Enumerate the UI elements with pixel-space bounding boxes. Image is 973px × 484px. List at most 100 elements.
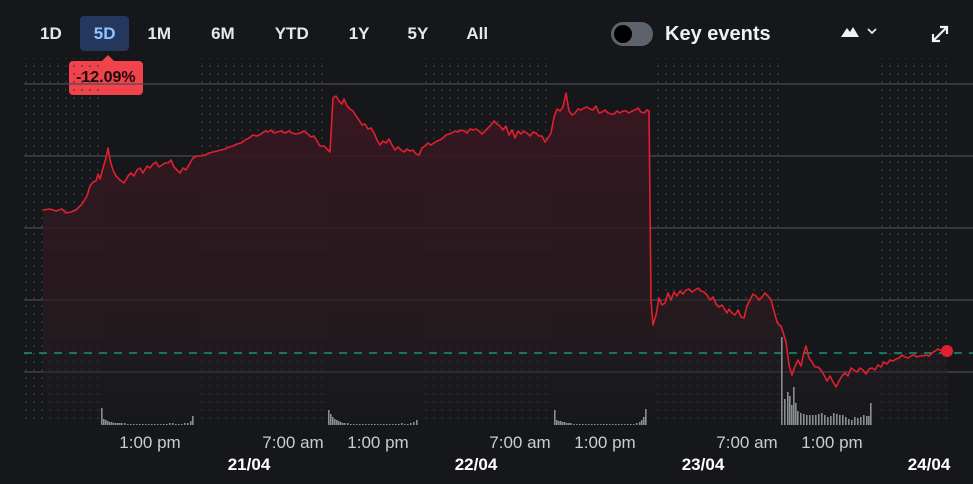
volume-bar <box>795 403 797 425</box>
volume-bar <box>410 423 412 425</box>
volume-bar <box>117 423 119 425</box>
volume-bar <box>330 414 332 425</box>
volume-bar <box>145 424 147 425</box>
volume-bar <box>621 424 623 425</box>
volume-bar <box>784 399 786 425</box>
volume-bar <box>178 424 180 425</box>
volume-bar <box>636 423 638 425</box>
volume-bar <box>353 424 355 425</box>
volume-bar <box>111 422 113 425</box>
tab-1d[interactable]: 1D <box>40 24 62 43</box>
volume-bar <box>643 417 645 425</box>
volume-bar <box>383 424 385 425</box>
volume-bar <box>579 424 581 425</box>
volume-bar <box>836 414 838 425</box>
volume-bar <box>184 423 186 425</box>
volume-bar <box>833 413 835 425</box>
volume-bar <box>334 419 336 425</box>
volume-bar <box>172 423 174 425</box>
x-tick-label: 7:00 am <box>262 433 324 452</box>
x-tick-label: 7:00 am <box>716 433 778 452</box>
chart-type-dropdown[interactable] <box>840 24 878 38</box>
chart-toolbar: 1D 5D 1M 6M YTD 1Y 5Y All Key events <box>0 0 973 66</box>
mountain-icon <box>841 27 859 37</box>
volume-bar <box>793 387 795 425</box>
volume-bar <box>332 417 334 425</box>
volume-bar <box>336 420 338 425</box>
volume-bar <box>380 424 382 425</box>
tab-all[interactable]: All <box>466 24 489 43</box>
volume-bar <box>365 424 367 425</box>
volume-bar <box>863 415 865 425</box>
volume-bar <box>342 423 344 425</box>
volume-bar <box>830 416 832 425</box>
volume-bar <box>148 424 150 425</box>
volume-bar <box>824 415 826 425</box>
volume-bar <box>639 422 641 425</box>
volume-bar <box>597 424 599 425</box>
volume-bar <box>612 424 614 425</box>
volume-bar <box>645 409 647 425</box>
volume-bar <box>154 424 156 425</box>
volume-bar <box>142 424 144 425</box>
volume-bar <box>615 424 617 425</box>
volume-bars <box>101 337 872 425</box>
volume-bar <box>560 421 562 425</box>
volume-bar <box>121 423 123 425</box>
volume-bar <box>181 424 183 425</box>
volume-bar <box>787 392 789 425</box>
x-date-label: 23/04 <box>681 455 725 474</box>
volume-bar <box>570 423 572 425</box>
tab-ytd[interactable]: YTD <box>274 24 309 43</box>
volume-bar <box>160 424 162 425</box>
volume-bar <box>344 423 346 425</box>
volume-bar <box>103 419 105 425</box>
volume-bar <box>157 424 159 425</box>
expand-icon <box>931 25 949 43</box>
tab-5y[interactable]: 5Y <box>407 24 429 43</box>
tab-1y[interactable]: 1Y <box>348 24 370 43</box>
volume-bar <box>124 423 126 425</box>
key-events-label: Key events <box>665 22 771 45</box>
volume-bar <box>389 424 391 425</box>
volume-bar <box>866 416 868 425</box>
volume-bar <box>133 424 135 425</box>
volume-bar <box>566 423 568 425</box>
volume-bar <box>130 424 132 425</box>
tab-6m[interactable]: 6M <box>211 24 235 43</box>
volume-bar <box>554 410 556 425</box>
toggle-knob <box>614 25 632 43</box>
volume-bar <box>340 422 342 425</box>
x-tick-label: 1:00 pm <box>347 433 409 452</box>
key-events-toggle[interactable]: Key events <box>611 22 771 46</box>
volume-bar <box>192 416 194 425</box>
tab-1m[interactable]: 1M <box>147 24 172 43</box>
volume-bar <box>395 424 397 425</box>
volume-bar <box>870 403 872 425</box>
volume-bar <box>362 424 364 425</box>
volume-bar <box>806 415 808 425</box>
volume-bar <box>101 408 103 425</box>
volume-bar <box>371 424 373 425</box>
volume-bar <box>151 424 153 425</box>
key-events-switch[interactable] <box>611 22 653 46</box>
volume-bar <box>350 424 352 425</box>
price-line <box>42 92 947 388</box>
volume-bar <box>641 420 643 425</box>
volume-bar <box>374 424 376 425</box>
volume-bar <box>594 424 596 425</box>
volume-bar <box>558 421 560 425</box>
volume-bar <box>821 413 823 425</box>
volume-bar <box>407 424 409 425</box>
volume-bar <box>175 424 177 425</box>
tab-5d[interactable]: 5D <box>79 16 130 51</box>
volume-bar <box>585 424 587 425</box>
volume-bar <box>338 421 340 425</box>
volume-bar <box>568 423 570 425</box>
volume-bar <box>609 424 611 425</box>
expand-button[interactable] <box>930 24 950 49</box>
x-tick-label: 1:00 pm <box>119 433 181 452</box>
x-date-label: 22/04 <box>454 455 498 474</box>
volume-bar <box>800 413 802 425</box>
